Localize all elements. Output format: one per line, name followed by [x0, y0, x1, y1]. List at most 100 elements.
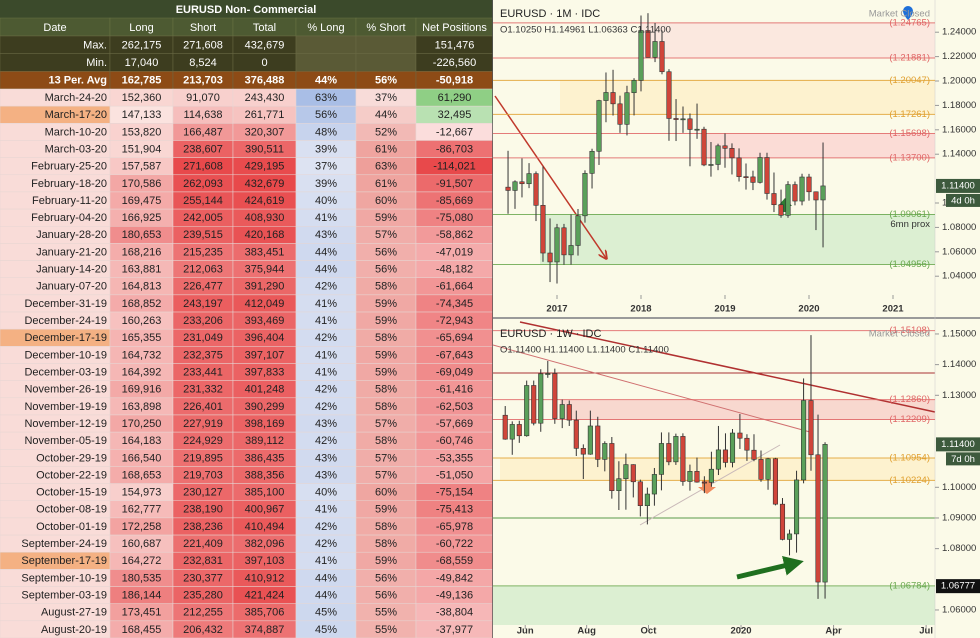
- row-date: January-28-20: [36, 229, 107, 241]
- summary-cell: [295, 53, 357, 72]
- cell-value: 41%: [315, 366, 337, 378]
- cell-value: 243,197: [183, 298, 223, 310]
- y-tick-label: 1.14000: [942, 359, 976, 370]
- candle-body: [652, 41, 658, 58]
- cell-value: 388,356: [245, 469, 285, 481]
- candle-body: [617, 103, 623, 125]
- cell-value: 226,477: [183, 281, 223, 293]
- candle-body: [722, 449, 729, 463]
- cell-value: 59%: [375, 504, 397, 516]
- cell-value: 58%: [375, 521, 397, 533]
- candle-body: [666, 443, 672, 463]
- summary-value: 8,524: [189, 57, 217, 69]
- candle-body: [580, 448, 586, 455]
- level-label: (1.13700): [889, 152, 930, 163]
- candle-body: [609, 443, 615, 491]
- cell-value: -49,842: [436, 572, 473, 584]
- zone: [560, 80, 935, 114]
- candle-body: [673, 118, 679, 120]
- chart-title: EURUSD · 1M · IDC: [500, 8, 600, 20]
- zone: [493, 586, 935, 625]
- cell-value: 169,475: [122, 195, 162, 207]
- trend-line: [519, 321, 936, 413]
- cell-value: 375,944: [245, 264, 285, 276]
- cell-value: 393,469: [245, 315, 285, 327]
- candle-body: [631, 80, 637, 94]
- candle-body: [751, 449, 757, 460]
- y-tick-label: 1.09000: [942, 512, 976, 523]
- cell-value: -53,355: [436, 452, 473, 464]
- title-row: [0, 0, 493, 18]
- cell-value: 238,607: [183, 143, 223, 155]
- y-tick-label: 1.06000: [942, 246, 976, 257]
- y-tick-label: 1.20000: [942, 76, 976, 87]
- cell-value: 41%: [315, 555, 337, 567]
- cell-value: 57%: [375, 229, 397, 241]
- summary-cell: [355, 53, 417, 72]
- level-label: (1.20047): [889, 75, 930, 86]
- cell-value: 56%: [315, 109, 337, 121]
- candle-body: [524, 385, 530, 437]
- cell-value: 44%: [315, 572, 337, 584]
- row-date: November-26-19: [24, 384, 107, 396]
- cell-value: 382,096: [245, 538, 285, 550]
- cell-value: 44%: [375, 109, 397, 121]
- cell-value: 401,248: [245, 384, 285, 396]
- cell-value: 230,377: [183, 572, 223, 584]
- candle-body: [765, 458, 771, 480]
- cell-value: -60,746: [436, 435, 473, 447]
- candle-body: [786, 533, 793, 540]
- cell-value: 164,272: [122, 555, 162, 567]
- candle-body: [623, 464, 629, 480]
- cell-value: 221,409: [183, 538, 223, 550]
- cell-value: 40%: [315, 487, 337, 499]
- cell-value: 215,235: [183, 246, 223, 258]
- cell-value: 43%: [315, 418, 337, 430]
- y-tick-label: 1.24000: [942, 27, 976, 38]
- cell-value: 59%: [375, 366, 397, 378]
- candle-body: [806, 176, 812, 193]
- row-date: November-05-19: [24, 435, 107, 447]
- candle-body: [708, 468, 714, 483]
- candle-body: [743, 176, 749, 178]
- cell-value: -74,345: [436, 298, 473, 310]
- x-tick-label: Jul: [919, 626, 933, 637]
- trend-line: [492, 344, 811, 433]
- summary-value: Max.: [83, 39, 107, 51]
- candle-body: [531, 385, 537, 424]
- y-tick-label: 1.15000: [942, 328, 976, 339]
- cell-value: 44%: [315, 590, 337, 602]
- x-tick-label: 2019: [714, 304, 735, 315]
- row-date: September-10-19: [21, 572, 107, 584]
- candle-body: [573, 419, 579, 449]
- candle-body: [502, 414, 508, 440]
- candle-body: [630, 464, 636, 483]
- cell-value: 219,895: [183, 452, 223, 464]
- cell-value: -57,669: [436, 418, 473, 430]
- marker-icon: [903, 6, 913, 20]
- row-date: November-19-19: [24, 401, 107, 413]
- candle-body: [589, 150, 595, 174]
- candle-body: [822, 444, 828, 583]
- cell-value: 421,424: [245, 590, 285, 602]
- cell-value: 238,190: [183, 504, 223, 516]
- cell-value: -60,722: [436, 538, 473, 550]
- y-tick-label: 1.22000: [942, 51, 976, 62]
- candle-body: [744, 437, 750, 451]
- cell-value: 390,299: [245, 401, 285, 413]
- candle-body: [526, 173, 532, 185]
- cell-value: 397,103: [245, 555, 285, 567]
- cell-value: 230,127: [183, 487, 223, 499]
- cell-value: 43%: [315, 229, 337, 241]
- cell-value: 59%: [375, 555, 397, 567]
- cell-value: 420,168: [245, 229, 285, 241]
- summary-value: -50,918: [436, 75, 473, 87]
- candle-body: [771, 193, 777, 206]
- candle-body: [568, 245, 574, 256]
- candle-body: [729, 432, 736, 463]
- candle-body: [708, 164, 714, 166]
- cell-value: 42%: [315, 332, 337, 344]
- market-status: Market Closed: [869, 9, 930, 20]
- row-date: August-27-19: [41, 607, 107, 619]
- candle-body: [659, 41, 665, 73]
